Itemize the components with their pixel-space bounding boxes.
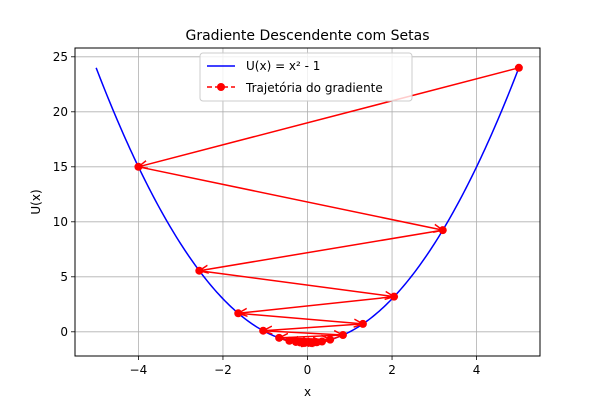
trajectory-point [285, 336, 294, 345]
trajectory-arrow [263, 323, 363, 331]
ticks: −4 −2 0 2 4 0 5 10 15 20 25 [53, 50, 481, 377]
trajectory-point [195, 266, 204, 275]
trajectory-point [234, 309, 243, 318]
y-tick-label: 25 [53, 50, 68, 64]
legend-function-label: U(x) = x² - 1 [246, 59, 320, 73]
y-axis-label: U(x) [29, 189, 43, 214]
y-tick-label: 10 [53, 215, 68, 229]
legend: U(x) = x² - 1 Trajetória do gradiente [199, 52, 413, 102]
trajectory-point [275, 333, 284, 342]
x-tick-label: −2 [214, 363, 232, 377]
trajectory-point [134, 162, 143, 171]
y-tick-label: 5 [60, 270, 68, 284]
trajectory-point [390, 292, 399, 301]
trajectory-arrow [199, 269, 394, 297]
trajectory-point [259, 326, 268, 335]
legend-trajectory-label: Trajetória do gradiente [245, 81, 383, 95]
trajectory-point [358, 319, 367, 328]
trajectory-arrow [199, 229, 443, 271]
trajectory-point [338, 331, 347, 340]
trajectory-arrow [263, 331, 343, 335]
chart-title: Gradiente Descendente com Setas [185, 28, 429, 44]
y-tick-label: 0 [60, 325, 68, 339]
trajectory-point [514, 63, 523, 72]
x-tick-label: −4 [130, 363, 148, 377]
x-axis-label: x [304, 385, 311, 399]
trajectory-point [300, 338, 309, 347]
trajectory-point [438, 226, 447, 235]
trajectory-point [305, 338, 314, 347]
x-tick-label: 2 [388, 363, 396, 377]
y-tick-label: 15 [53, 160, 68, 174]
y-tick-label: 20 [53, 105, 68, 119]
legend-trajectory-marker [217, 83, 225, 91]
x-tick-label: 4 [473, 363, 481, 377]
x-tick-label: 0 [304, 363, 312, 377]
plot-area [95, 63, 523, 347]
trajectory-point [326, 335, 335, 344]
trajectory-arrow [238, 295, 395, 314]
trajectory-arrow [138, 67, 520, 167]
trajectory-arrow [138, 166, 442, 230]
legend-box [199, 52, 413, 102]
trajectory-arrow [238, 312, 363, 324]
